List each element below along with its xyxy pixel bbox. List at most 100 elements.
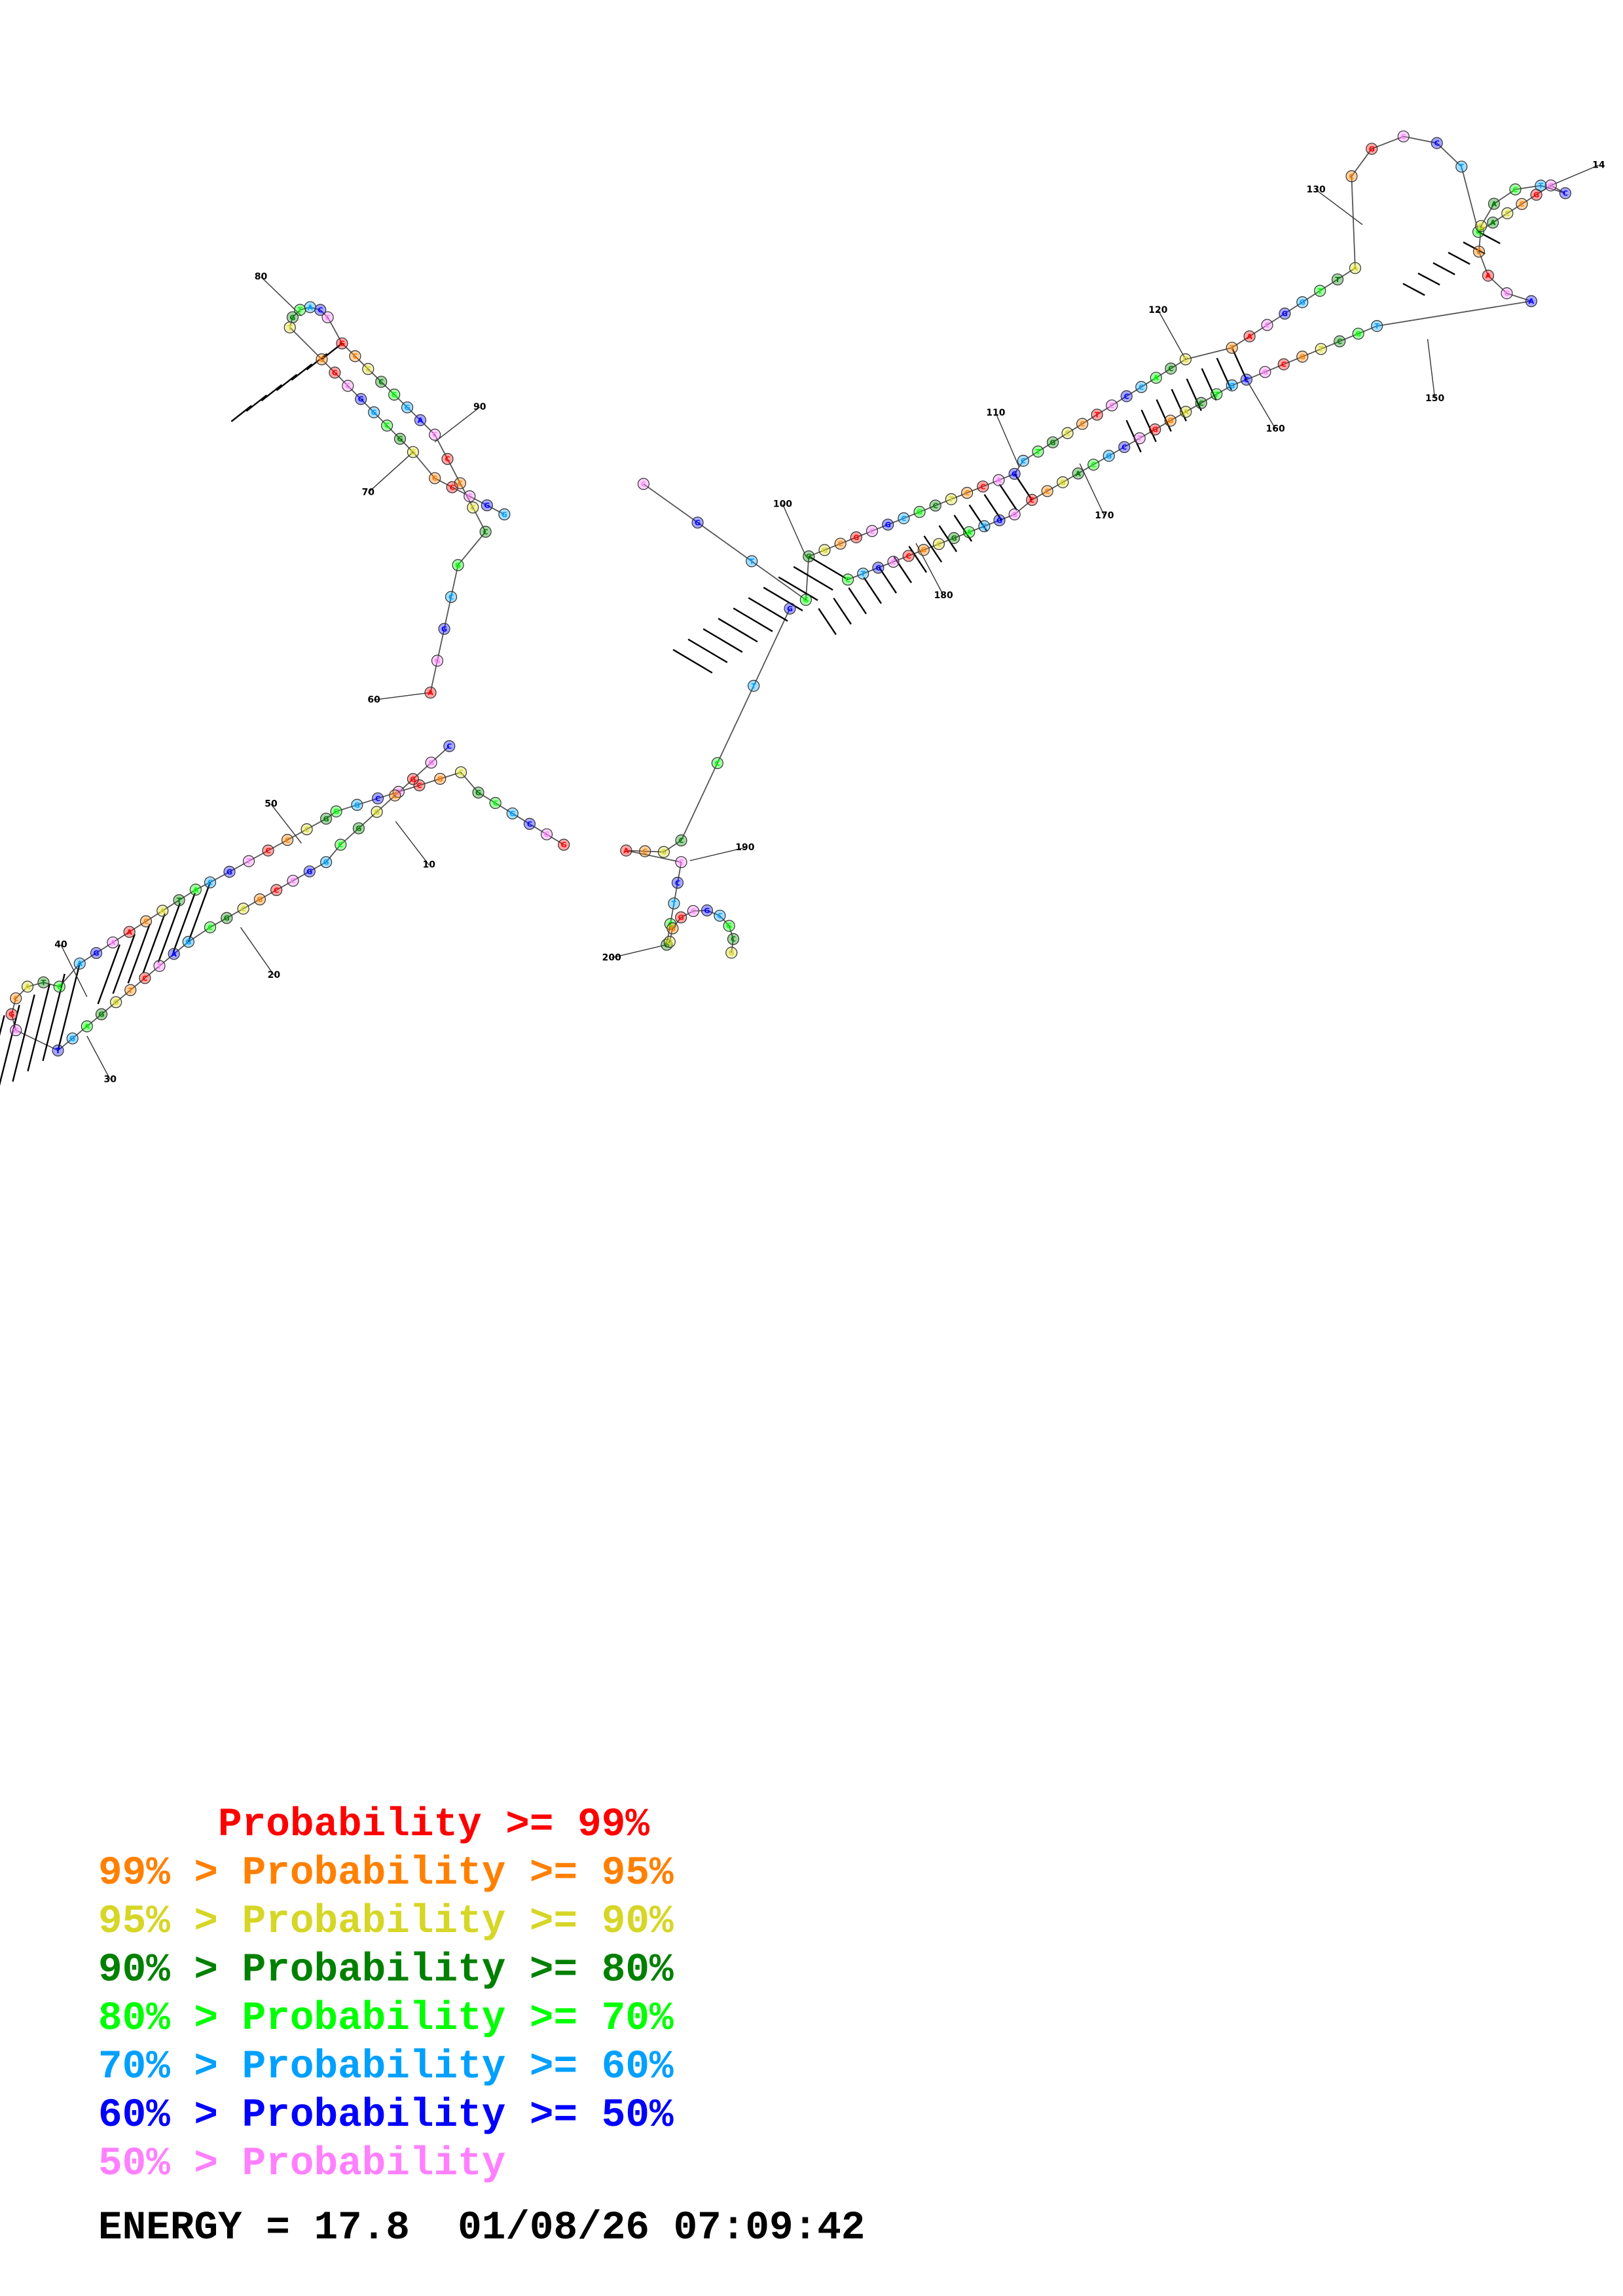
nucleotide: C <box>841 573 854 586</box>
nucleotide: G <box>392 785 405 798</box>
nucleotide-circle <box>375 376 388 388</box>
nucleotide-circle <box>1315 343 1327 355</box>
nucleotide: G <box>90 946 103 960</box>
nucleotide: A <box>1072 467 1084 480</box>
nucleotide-circle <box>663 935 676 948</box>
nucleotide: A <box>1482 270 1495 282</box>
base-pair <box>112 933 136 994</box>
nucleotide-circle <box>1026 493 1038 506</box>
nucleotide: T <box>1133 432 1146 444</box>
nucleotide-letter: G <box>319 355 325 364</box>
nucleotide-circle <box>506 807 519 819</box>
nucleotide-circle <box>445 590 458 603</box>
nucleotide-letter: G <box>397 435 403 443</box>
nucleotide-letter: G <box>664 941 670 949</box>
nucleotide-letter: G <box>666 938 672 946</box>
nucleotide-letter: C <box>678 858 684 867</box>
nucleotide-circle <box>336 337 348 350</box>
base-pair <box>953 514 973 542</box>
nucleotide-circle <box>371 792 384 804</box>
nucleotide-letter: C <box>845 576 850 584</box>
nucleotide-letter: G <box>1300 353 1305 361</box>
nucleotide-circle <box>523 817 536 830</box>
nucleotide: G <box>95 1008 108 1020</box>
tick-label: 20 <box>268 970 281 980</box>
nucleotide: A <box>107 936 119 949</box>
nucleotide: C <box>711 757 723 770</box>
nucleotide-circle <box>204 921 217 933</box>
nucleotide-circle <box>1061 427 1074 439</box>
nucleotide-circle <box>841 573 854 586</box>
nucleotide-letter: C <box>318 306 323 314</box>
nucleotide: C <box>1559 187 1572 200</box>
nucleotide-letter: C <box>1519 200 1524 209</box>
nucleotide: A <box>993 474 1005 486</box>
nucleotide-letter: A <box>25 982 31 991</box>
rna-structure-diagram: 10 20 30 40 50 60 70 80 90 100 110 120 130 14 150 160 17… <box>0 130 1605 1086</box>
nucleotide-letter: G <box>354 801 360 810</box>
nucleotide: T <box>857 567 869 580</box>
nucleotide-letter: C <box>901 514 906 523</box>
nucleotide-circle <box>270 884 283 897</box>
nucleotide: A <box>1487 198 1501 210</box>
nucleotide-circle <box>454 766 467 779</box>
base-pair <box>27 984 50 1071</box>
nucleotide-circle <box>668 897 680 910</box>
nucleotide-letter: A <box>428 689 433 697</box>
nucleotide-letter: A <box>623 847 629 855</box>
nucleotide-letter: C <box>384 422 390 430</box>
nucleotide-circle <box>1150 372 1162 384</box>
nucleotide: A <box>81 1020 93 1033</box>
nucleotide-circle <box>882 518 894 531</box>
nucleotide-circle <box>1259 366 1271 378</box>
nucleotide-circle <box>850 531 862 544</box>
nucleotide: C <box>1076 418 1089 430</box>
nucleotide: G <box>1046 436 1059 448</box>
nucleotide-letter: T <box>177 896 182 905</box>
nucleotide: T <box>173 894 185 906</box>
nucleotide: C <box>1017 454 1030 467</box>
nucleotide-circle <box>993 474 1005 486</box>
nucleotide: G <box>5 1008 18 1020</box>
nucleotide-circle <box>5 1008 18 1020</box>
nucleotide-circle <box>818 544 831 556</box>
nucleotide: G <box>286 311 299 323</box>
nucleotide-circle <box>479 526 492 538</box>
base-pair <box>818 608 837 636</box>
base-pair <box>97 944 120 1005</box>
tick-line <box>60 944 88 997</box>
nucleotide-circle <box>1165 363 1177 375</box>
nucleotide: G <box>663 935 676 948</box>
tick-label: 30 <box>104 1074 117 1085</box>
nucleotide-letter: G <box>1050 439 1056 447</box>
nucleotide: G <box>1296 350 1309 363</box>
nucleotide: C <box>1135 381 1148 393</box>
nucleotide-circle <box>81 1020 93 1033</box>
nucleotide-letter: G <box>704 906 710 915</box>
nucleotide: C <box>1261 319 1273 331</box>
nucleotide-letter: G <box>395 788 401 797</box>
nucleotide-circle <box>1179 353 1192 366</box>
nucleotide-letter: C <box>1183 355 1188 364</box>
nucleotide: G <box>1544 179 1557 192</box>
nucleotide-circle <box>1509 183 1522 196</box>
nucleotide-letter: T <box>860 569 866 578</box>
base-pair <box>0 1005 20 1086</box>
nucleotide-circle <box>1017 454 1030 467</box>
nucleotide: G <box>481 499 493 512</box>
nucleotide-circle <box>978 520 991 533</box>
nucleotide: C <box>1106 399 1118 412</box>
nucleotide-circle <box>221 912 233 924</box>
tick-line <box>782 504 807 557</box>
nucleotide: G <box>799 594 812 606</box>
nucleotide-circle <box>723 920 735 932</box>
nucleotide: C <box>1501 287 1513 300</box>
nucleotide-circle <box>784 602 796 615</box>
nucleotide-letter: C <box>1199 399 1204 408</box>
nucleotide-letter: C <box>1139 383 1144 391</box>
nucleotide-letter: C <box>1434 139 1440 148</box>
nucleotide-letter: G <box>332 368 338 377</box>
nucleotide-letter: G <box>94 949 100 958</box>
nucleotide-letter: C <box>1337 338 1342 346</box>
nucleotide: C <box>413 779 426 791</box>
